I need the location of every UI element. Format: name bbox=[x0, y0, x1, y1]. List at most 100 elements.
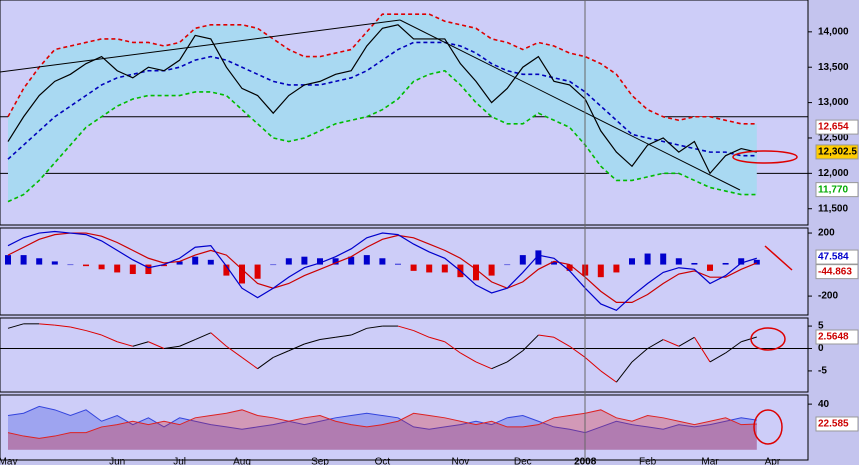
line-segment bbox=[475, 361, 492, 370]
macd-panel bbox=[0, 227, 809, 316]
line-segment bbox=[39, 323, 55, 326]
value-tag-label: 2.5648 bbox=[818, 332, 849, 343]
line-segment bbox=[7, 323, 24, 329]
histogram-bar bbox=[395, 263, 401, 265]
trend-line bbox=[0, 19, 401, 73]
histogram-bar bbox=[36, 258, 43, 265]
histogram-bar bbox=[363, 255, 370, 265]
line-segment bbox=[335, 334, 352, 338]
value-tag bbox=[815, 249, 859, 265]
line bbox=[7, 232, 758, 303]
histogram-bar bbox=[114, 264, 121, 273]
line-segment bbox=[54, 324, 71, 328]
y-tick-label: 11,500 bbox=[818, 203, 848, 214]
x-tick-label: Sep bbox=[311, 457, 329, 465]
value-tag-label: 11,770 bbox=[818, 184, 848, 195]
line bbox=[7, 405, 757, 434]
oscillator-panel bbox=[0, 317, 809, 393]
histogram-bar bbox=[753, 259, 760, 265]
histogram-bar bbox=[301, 256, 308, 265]
x-tick-label: 2008 bbox=[574, 457, 597, 465]
area bbox=[8, 406, 757, 450]
line-segment bbox=[491, 361, 508, 370]
line-segment bbox=[522, 334, 539, 352]
histogram-bar bbox=[5, 255, 11, 265]
line bbox=[7, 409, 757, 439]
histogram-bar bbox=[738, 258, 745, 265]
value-tag-label: 12,654 bbox=[818, 122, 849, 133]
line-segment bbox=[101, 334, 118, 343]
area bbox=[8, 409, 757, 450]
histogram-bar bbox=[675, 258, 682, 265]
histogram-bar bbox=[192, 256, 199, 265]
y-tick-label: 5 bbox=[818, 321, 824, 332]
line-segment bbox=[132, 341, 149, 347]
histogram-bar bbox=[441, 264, 448, 273]
line-segment bbox=[460, 352, 477, 363]
line-segment bbox=[631, 348, 648, 363]
histogram-bar bbox=[317, 258, 323, 265]
histogram-bar bbox=[488, 264, 495, 276]
histogram-bar bbox=[51, 261, 58, 265]
line-segment bbox=[273, 350, 289, 358]
value-tag-label: 47.584 bbox=[818, 252, 849, 263]
value-tag bbox=[815, 264, 859, 280]
x-tick-label: Apr bbox=[765, 457, 781, 465]
value-tag bbox=[815, 329, 859, 345]
value-tag-label: -44.863 bbox=[818, 266, 852, 277]
value-tag-label: 22.585 bbox=[818, 419, 849, 430]
histogram-bar bbox=[207, 259, 214, 265]
histogram-bar bbox=[551, 261, 557, 265]
line-segment bbox=[288, 343, 305, 352]
line-segment bbox=[351, 327, 367, 336]
histogram-bar bbox=[535, 250, 542, 265]
histogram-bar bbox=[176, 261, 183, 265]
line-segment bbox=[678, 336, 695, 347]
annotation-circle bbox=[750, 327, 786, 351]
histogram-bar bbox=[270, 264, 277, 266]
histogram-bar bbox=[223, 264, 230, 276]
histogram-bar bbox=[67, 264, 74, 266]
line-segment bbox=[319, 336, 336, 341]
line-segment bbox=[741, 336, 757, 343]
directional-panel bbox=[0, 394, 809, 461]
line-segment bbox=[413, 330, 430, 338]
line-segment bbox=[584, 357, 602, 372]
line-segment bbox=[226, 345, 243, 358]
line bbox=[7, 230, 757, 311]
y-tick-label: 13,000 bbox=[818, 97, 849, 108]
y-tick-label: 200 bbox=[818, 228, 835, 239]
line-segment bbox=[663, 339, 679, 347]
x-tick-label: Jun bbox=[109, 457, 125, 465]
line-segment bbox=[241, 357, 258, 370]
line-segment bbox=[429, 336, 445, 343]
y-tick-label: 13,500 bbox=[818, 62, 849, 73]
value-tag bbox=[815, 144, 859, 160]
value-tag bbox=[815, 416, 859, 432]
line-segment bbox=[538, 334, 555, 338]
histogram-bar bbox=[348, 256, 355, 265]
x-tick-label: May bbox=[0, 457, 17, 465]
plot-layer: 11,500 12,000 12,500 13,000 13,500 14,000 12,6… bbox=[0, 13, 859, 465]
histogram-bar bbox=[519, 255, 526, 265]
histogram-bar bbox=[426, 264, 433, 273]
value-tag-label: 12,302.5 bbox=[818, 147, 857, 158]
x-tick-label: Oct bbox=[375, 457, 391, 465]
line-segment bbox=[163, 345, 180, 349]
histogram-bar bbox=[83, 264, 89, 267]
line-segment bbox=[569, 345, 586, 358]
y-tick-label: -5 bbox=[818, 366, 827, 377]
histogram-bar bbox=[239, 264, 245, 284]
line-segment bbox=[85, 330, 102, 336]
histogram-bar bbox=[145, 264, 152, 275]
line-segment bbox=[70, 326, 87, 332]
x-tick-label: Dec bbox=[514, 457, 532, 465]
histogram-bar bbox=[161, 264, 167, 267]
line-segment bbox=[397, 325, 414, 332]
annotation-circle bbox=[732, 150, 798, 164]
line-segment bbox=[304, 339, 321, 345]
histogram-bar bbox=[98, 264, 105, 270]
histogram-bar bbox=[410, 264, 417, 271]
histogram-bar bbox=[629, 258, 635, 265]
